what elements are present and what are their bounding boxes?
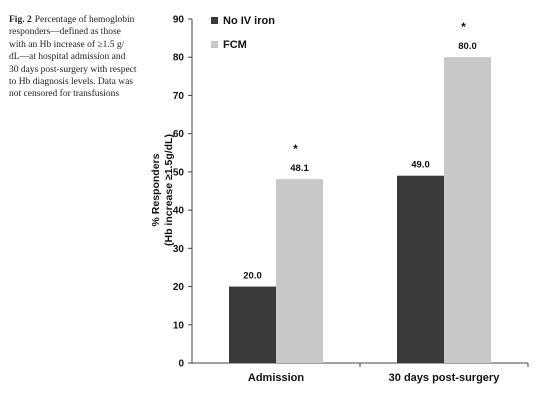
y-tick-label: 40 xyxy=(173,206,185,217)
y-axis-label-line-2: (Hb increase ≥1.5g/dL) xyxy=(163,134,175,246)
legend-label: FCM xyxy=(223,39,247,51)
x-category-label: Admission xyxy=(248,372,305,384)
legend-label: No IV iron xyxy=(223,15,275,27)
caption-line-4: dL—at hospital admission and xyxy=(9,52,126,63)
y-tick-label: 60 xyxy=(173,129,185,140)
bar xyxy=(397,175,444,363)
bar xyxy=(229,286,276,363)
y-tick-label: 20 xyxy=(173,282,185,293)
bar-value-label: 20.0 xyxy=(243,271,262,282)
chart-labels: Admission 20.0 48.1 * 30 days post-surgery 49… xyxy=(243,20,500,384)
y-axis-label-line-1: % Responders xyxy=(150,153,162,226)
significance-star: * xyxy=(461,20,466,34)
x-category-label: 30 days post-surgery xyxy=(389,372,501,384)
y-tick-label: 50 xyxy=(173,167,185,178)
caption-line-3: with an Hb increase of ≥1.5 g/ xyxy=(9,39,125,50)
caption-line-6: to Hb diagnosis levels. Data was xyxy=(9,77,134,88)
bar-value-label: 80.0 xyxy=(458,41,477,52)
caption-line-5: 30 days post-surgery with respect xyxy=(9,64,137,75)
y-tick-label: 10 xyxy=(173,320,185,331)
bar-value-label: 49.0 xyxy=(411,160,430,171)
y-tick-label: 80 xyxy=(173,53,185,64)
y-tick-label: 0 xyxy=(178,359,184,370)
caption-label: Fig. 2 xyxy=(9,15,32,25)
y-tick-label: 70 xyxy=(173,91,185,102)
chart-legend: No IV iron FCM xyxy=(211,15,275,51)
caption-line-2: responders—defined as those xyxy=(9,27,121,38)
bar-value-label: 48.1 xyxy=(290,163,309,174)
caption-line-1: Fig. 2 Percentage of hemoglobin xyxy=(9,14,159,26)
legend-swatch xyxy=(211,41,218,48)
bar xyxy=(444,57,491,363)
chart-bars xyxy=(229,57,491,363)
y-tick-label: 30 xyxy=(173,244,185,255)
y-tick-label: 90 xyxy=(173,15,185,26)
bar xyxy=(276,179,323,363)
figure-caption: Fig. 2 Percentage of hemoglobin responder… xyxy=(9,14,159,101)
legend-swatch xyxy=(211,17,218,24)
caption-text-1: Percentage of hemoglobin xyxy=(34,15,135,25)
caption-line-7: not censored for transfusions xyxy=(9,89,120,100)
significance-star: * xyxy=(293,142,298,156)
